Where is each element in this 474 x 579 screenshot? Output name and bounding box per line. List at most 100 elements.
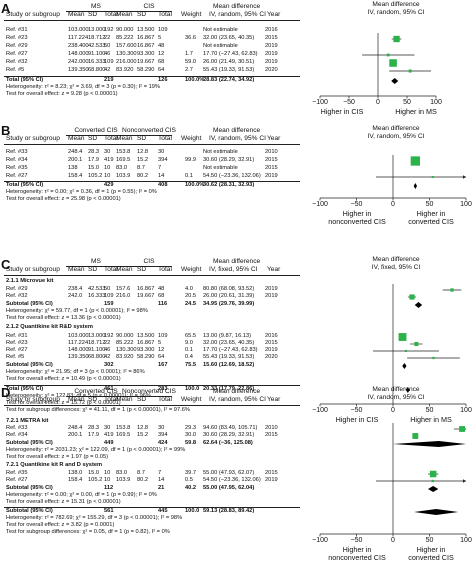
study-square xyxy=(408,69,412,73)
year-header: Year xyxy=(267,135,281,142)
total-n1: 429 xyxy=(104,182,114,188)
row-total-2: 12 xyxy=(158,51,165,57)
row-name: Ref. #34 xyxy=(6,157,28,163)
row-weight: 65.5 xyxy=(185,333,197,339)
row-weight: 29.3 xyxy=(185,425,197,431)
row-total-2: 64 xyxy=(158,67,165,73)
ci-header: IV, random, 95% CI xyxy=(209,135,266,142)
total-n2: 116 xyxy=(158,301,168,307)
ci-arrow xyxy=(463,479,466,483)
group-1-header: Converted CIS xyxy=(74,127,118,134)
favours-label-right: Higher in converted CIS xyxy=(408,545,454,562)
group-2-header: Nonconverted CIS xyxy=(122,388,176,395)
row-mean-1: 158.4 xyxy=(68,173,83,179)
x-tick-label: 50 xyxy=(425,201,434,208)
row-sd-2: 15.2 xyxy=(137,432,149,438)
column-title: Total xyxy=(104,266,118,273)
total-ci: 15.60 (12.69, 18.52) xyxy=(203,362,255,368)
row-ci: 26.00 (21.49, 30.51) xyxy=(203,59,255,65)
row-total-2: 7 xyxy=(158,470,162,476)
note: Heterogeneity: χ² = 21.95; df = 3 (p < 0… xyxy=(6,369,145,375)
pooled-diamond xyxy=(414,509,459,515)
study-square xyxy=(414,341,419,347)
group-2-rule xyxy=(114,396,172,397)
note: Heterogeneity: τ² = 2031.23; χ² = 122.09… xyxy=(6,447,186,453)
row-total-1: 10 xyxy=(104,173,111,179)
row-weight: 0.4 xyxy=(185,354,193,360)
total-weight: 100.0% xyxy=(185,77,205,83)
row-weight: 1.7 xyxy=(185,51,193,57)
group-1-rule xyxy=(66,11,118,12)
row-total-2: 30 xyxy=(158,425,165,431)
study-square xyxy=(389,59,397,67)
total-n1: 219 xyxy=(104,77,114,83)
column-title: SD xyxy=(137,266,147,273)
pooled-diamond xyxy=(413,183,418,189)
row-sd-1: 18.712 xyxy=(88,35,106,41)
row-total-1: 22 xyxy=(104,340,111,346)
row-sd-1: 17.9 xyxy=(88,432,100,438)
total-rule xyxy=(4,181,300,182)
row-weight: 4.0 xyxy=(185,286,193,292)
row-sd-2: 16.867 xyxy=(137,340,155,346)
row-ci: 32.00 (23.65, 40.35) xyxy=(203,35,255,41)
group-1-header: MS xyxy=(91,258,101,265)
row-total-1: 192 xyxy=(104,333,114,339)
note: Test for overall effect: z = 10.49 (p < … xyxy=(6,376,121,382)
row-total-1: 419 xyxy=(104,157,114,163)
panel-label: D xyxy=(1,385,11,400)
row-mean-2: 83.920 xyxy=(116,67,134,73)
row-sd-1: 91.100 xyxy=(88,51,106,57)
row-ci: Not estimable xyxy=(203,43,238,49)
row-sd-2: 80.2 xyxy=(137,173,149,179)
x-tick-label: 50 xyxy=(425,537,434,544)
row-total-1: 109 xyxy=(104,59,114,65)
row-mean-2: 90.000 xyxy=(116,27,134,33)
x-tick-label: −100 xyxy=(312,537,328,544)
row-sd-1: 15.0 xyxy=(88,470,100,476)
column-title: Mean xyxy=(68,266,85,273)
column-title: Mean xyxy=(68,396,85,403)
row-mean-1: 158.4 xyxy=(68,477,83,483)
column-title: Mean xyxy=(116,266,133,273)
x-tick-label: −50 xyxy=(343,99,355,106)
row-mean-1: 248.4 xyxy=(68,425,83,431)
note: Test for overall effect: z = 3.82 (p = 0… xyxy=(6,522,115,528)
total-n1: 302 xyxy=(104,362,114,368)
row-mean-2: 216.000 xyxy=(116,59,137,65)
row-name: Ref. #35 xyxy=(6,470,28,476)
row-year: 2010 xyxy=(265,149,278,155)
row-mean-1: 138 xyxy=(68,165,78,171)
note: Heterogeneity: τ² = 8.23; χ² = 3.69, df … xyxy=(6,84,160,90)
ci-arrow xyxy=(463,175,466,179)
study-square xyxy=(410,156,420,166)
weight-header: Weight xyxy=(181,396,202,403)
ci-header: IV, random, 95% CI xyxy=(209,396,266,403)
total-label: Total (95% CI) xyxy=(6,182,44,188)
note: Test for overall effect: z = 15.72 (p < … xyxy=(6,400,121,406)
row-sd-2: 13.500 xyxy=(137,27,155,33)
row-name: Ref. #23 xyxy=(6,35,28,41)
study-square xyxy=(431,479,434,483)
row-total-1: 10 xyxy=(104,165,111,171)
row-mean-2: 157.6 xyxy=(116,286,131,292)
row-total-2: 68 xyxy=(158,293,165,299)
study-square xyxy=(429,470,437,478)
row-mean-1: 139.350 xyxy=(68,354,89,360)
study-square xyxy=(459,426,465,432)
row-weight: 59.0 xyxy=(185,59,197,65)
study-square xyxy=(404,349,407,353)
row-weight: 39.7 xyxy=(185,470,197,476)
total-weight: 24.5 xyxy=(185,301,197,307)
total-n1: 461 xyxy=(104,386,114,392)
row-mean-2: 169.5 xyxy=(116,157,131,163)
x-tick-label: −100 xyxy=(312,201,328,208)
row-year: 2019 xyxy=(265,293,278,299)
row-sd-1: 16.333 xyxy=(88,59,106,65)
column-title: SD xyxy=(88,266,98,273)
total-ci: 28.83 (22.74, 34.92) xyxy=(203,77,255,83)
x-tick-label: 50 xyxy=(403,99,411,106)
row-sd-1: 28.3 xyxy=(88,425,100,431)
year-header: Year xyxy=(267,396,281,403)
row-sd-1: 91.100 xyxy=(88,347,106,353)
